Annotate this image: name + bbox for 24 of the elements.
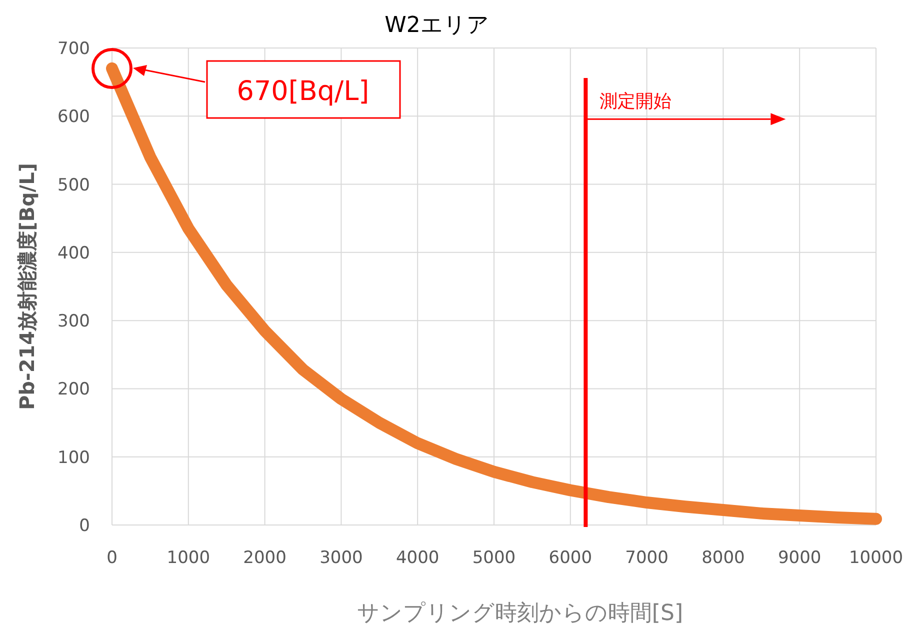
y-tick-label: 700 — [58, 39, 90, 59]
ref-line-label: 測定開始 — [600, 91, 672, 112]
x-tick-label: 2000 — [243, 548, 286, 568]
y-axis-title: Pb-214放射能濃度[Bq/L] — [15, 163, 39, 410]
annotation: 670[Bq/L] — [236, 76, 370, 107]
x-tick-label: 1000 — [166, 548, 210, 568]
x-tick-label: 0 — [106, 548, 118, 568]
x-tick-label: 4000 — [396, 548, 440, 568]
chart-title: W2エリア — [384, 13, 490, 38]
y-tick-label: 400 — [58, 243, 90, 264]
y-tick-label: 100 — [58, 448, 90, 468]
y-tick-label: 600 — [58, 107, 90, 128]
x-tick-label: 5000 — [472, 548, 516, 568]
x-tick-label: 7000 — [625, 548, 668, 568]
x-tick-label: 3000 — [320, 548, 363, 568]
x-tick-label: 8000 — [702, 548, 745, 568]
y-tick-label: 500 — [58, 175, 90, 196]
x-tick-label: 6000 — [548, 548, 592, 568]
y-tick-label: 0 — [79, 516, 90, 536]
x-tick-label: 10000 — [848, 548, 904, 568]
y-tick-label: 200 — [58, 380, 90, 400]
y-tick-label: 300 — [58, 312, 90, 332]
x-axis-title: サンプリング時刻からの時間[S] — [356, 601, 684, 626]
x-tick-label: 9000 — [778, 548, 822, 568]
